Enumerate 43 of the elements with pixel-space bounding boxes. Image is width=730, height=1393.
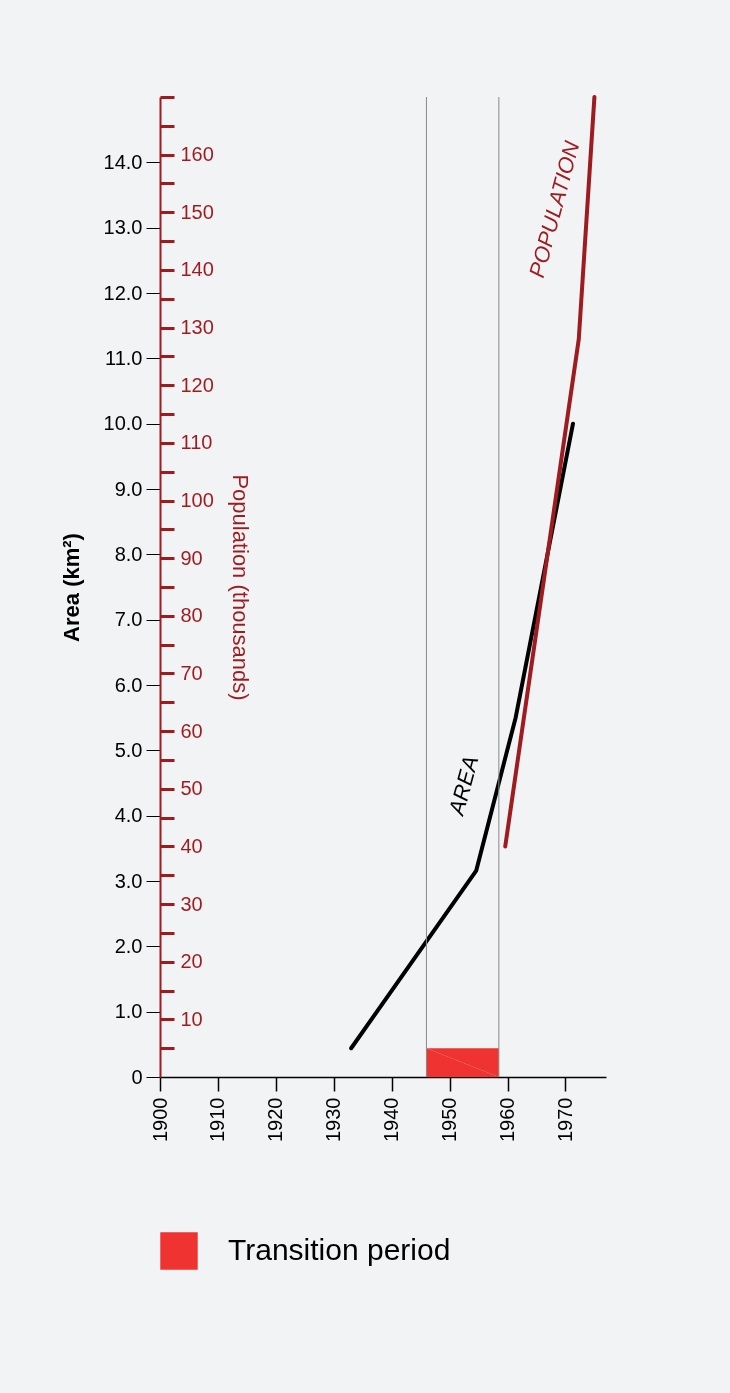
y-tick-label: 9.0	[114, 477, 143, 500]
legend-label: Transition period	[228, 1233, 451, 1266]
y-tick-label: 6.0	[114, 673, 143, 696]
y2-tick-label: 20	[180, 950, 203, 973]
y2-tick-label: 60	[180, 719, 203, 742]
x-tick-label: 1950	[438, 1097, 461, 1142]
x-tick-label: 1930	[322, 1097, 345, 1142]
x-tick-label: 1940	[380, 1097, 403, 1142]
y-tick-label: 5.0	[114, 738, 143, 761]
y2-tick-label: 120	[180, 373, 214, 396]
annotation: AREA	[443, 753, 484, 820]
y-tick-label: 11.0	[105, 346, 143, 369]
y-tick-label: 14.0	[103, 150, 143, 173]
y2-tick-label: 80	[180, 604, 203, 627]
y2-tick-label: 130	[180, 316, 214, 339]
y-tick-label: 4.0	[114, 804, 143, 827]
y2-tick-label: 40	[180, 834, 203, 857]
y-tick-label: 13.0	[103, 216, 143, 239]
x-tick-label: 1900	[148, 1097, 171, 1142]
y2-tick-label: 150	[180, 200, 214, 223]
x-tick-label: 1920	[264, 1097, 287, 1142]
y-tick-label: 10.0	[103, 412, 143, 435]
y-tick-label: 1.0	[114, 1000, 143, 1023]
y2-tick-label: 110	[180, 431, 213, 454]
y2-tick-label: 50	[180, 777, 203, 800]
y2-tick-label: 10	[180, 1007, 203, 1030]
y2-tick-label: 70	[180, 661, 203, 684]
y-tick-label: 0	[131, 1065, 143, 1088]
y2-axis-title: Population (thousands)	[227, 474, 253, 701]
y2-tick-label: 30	[180, 892, 203, 915]
x-tick-label: 1970	[553, 1097, 576, 1142]
y2-tick-label: 100	[180, 489, 214, 512]
y-tick-label: 2.0	[114, 934, 143, 957]
y2-tick-label: 160	[180, 143, 214, 166]
y2-tick-label: 140	[180, 258, 214, 281]
y2-tick-label: 90	[180, 546, 203, 569]
y-axis-title: Area (km²)	[58, 533, 84, 642]
y-tick-label: 8.0	[114, 542, 143, 565]
x-tick-label: 1910	[206, 1097, 229, 1142]
y-tick-label: 12.0	[103, 281, 143, 304]
x-tick-label: 1960	[496, 1097, 519, 1142]
y-tick-label: 7.0	[114, 608, 143, 631]
y-tick-label: 3.0	[114, 869, 143, 892]
